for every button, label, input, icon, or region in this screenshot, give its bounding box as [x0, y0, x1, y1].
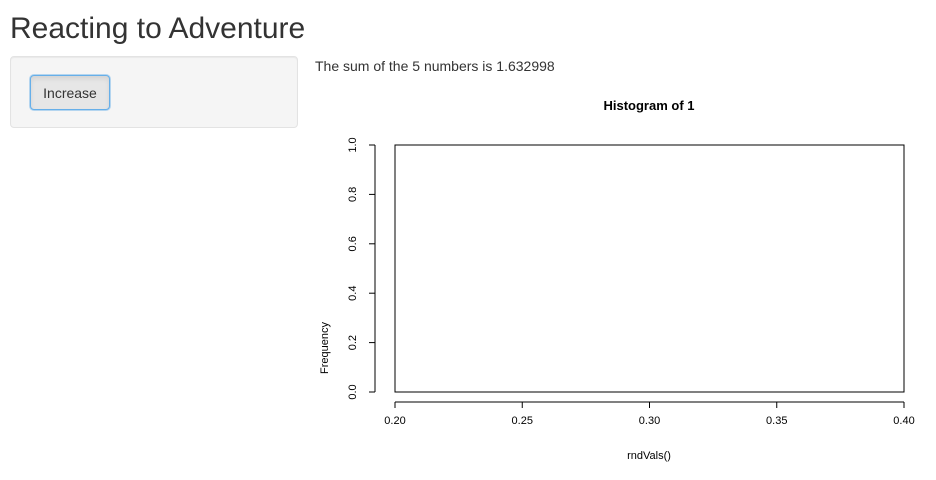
x-tick-label: 0.25: [512, 415, 533, 427]
sum-text: The sum of the 5 numbers is 1.632998: [315, 58, 555, 74]
x-tick-label: 0.20: [384, 415, 405, 427]
y-tick-label: 1.0: [347, 137, 359, 152]
y-axis: 0.0 0.2 0.4 0.6 0.8 1.0: [347, 137, 376, 400]
increase-button[interactable]: Increase: [30, 75, 110, 110]
x-axis: 0.20 0.25 0.30 0.35 0.40: [384, 401, 915, 427]
y-axis-label: Frequency: [319, 322, 331, 374]
x-tick-label: 0.40: [893, 415, 914, 427]
y-tick-label: 0.4: [347, 286, 359, 301]
page-title: Reacting to Adventure: [10, 12, 306, 45]
chart-title: Histogram of 1: [603, 98, 694, 113]
y-tick-label: 0.6: [347, 236, 359, 251]
y-tick-label: 0.8: [347, 187, 359, 202]
x-axis-label: rndVals(): [627, 450, 671, 462]
x-tick-label: 0.35: [766, 415, 787, 427]
histogram-plot: Histogram of 1 0.20 0.25 0.30 0.35 0.40 0.00…: [319, 98, 915, 462]
x-tick-label: 0.30: [639, 415, 660, 427]
y-tick-label: 0.2: [347, 335, 359, 350]
y-tick-label: 0.0: [347, 384, 359, 399]
plot-frame: [394, 144, 905, 393]
sidebar-panel: Increase: [10, 56, 298, 128]
